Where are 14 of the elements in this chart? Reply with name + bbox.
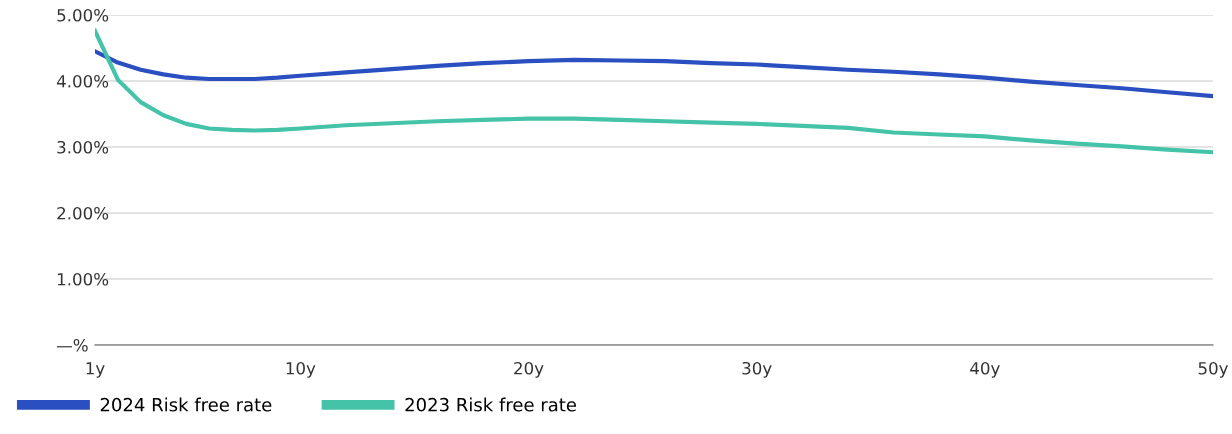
y-tick-label: 4.00%: [56, 74, 109, 88]
y-tick-label: 5.00%: [57, 8, 109, 22]
x-tick-label: 50y: [1198, 361, 1229, 378]
x-tick-label: 40y: [970, 361, 1000, 378]
x-tick-label: 30y: [742, 361, 772, 378]
y-tick-label: 3.00%: [57, 140, 109, 154]
x-tick-label: 10y: [286, 361, 316, 378]
y-tick-label: —%: [56, 338, 88, 352]
legend-label: 2023 Risk free rate: [405, 397, 577, 412]
y-tick-label: 1.00%: [57, 272, 109, 286]
x-tick-label: 20y: [514, 361, 544, 378]
y-tick-label: 2.00%: [57, 206, 109, 220]
legend-label: 2024 Risk free rate: [100, 397, 272, 412]
x-tick-label: 1y: [86, 362, 105, 378]
